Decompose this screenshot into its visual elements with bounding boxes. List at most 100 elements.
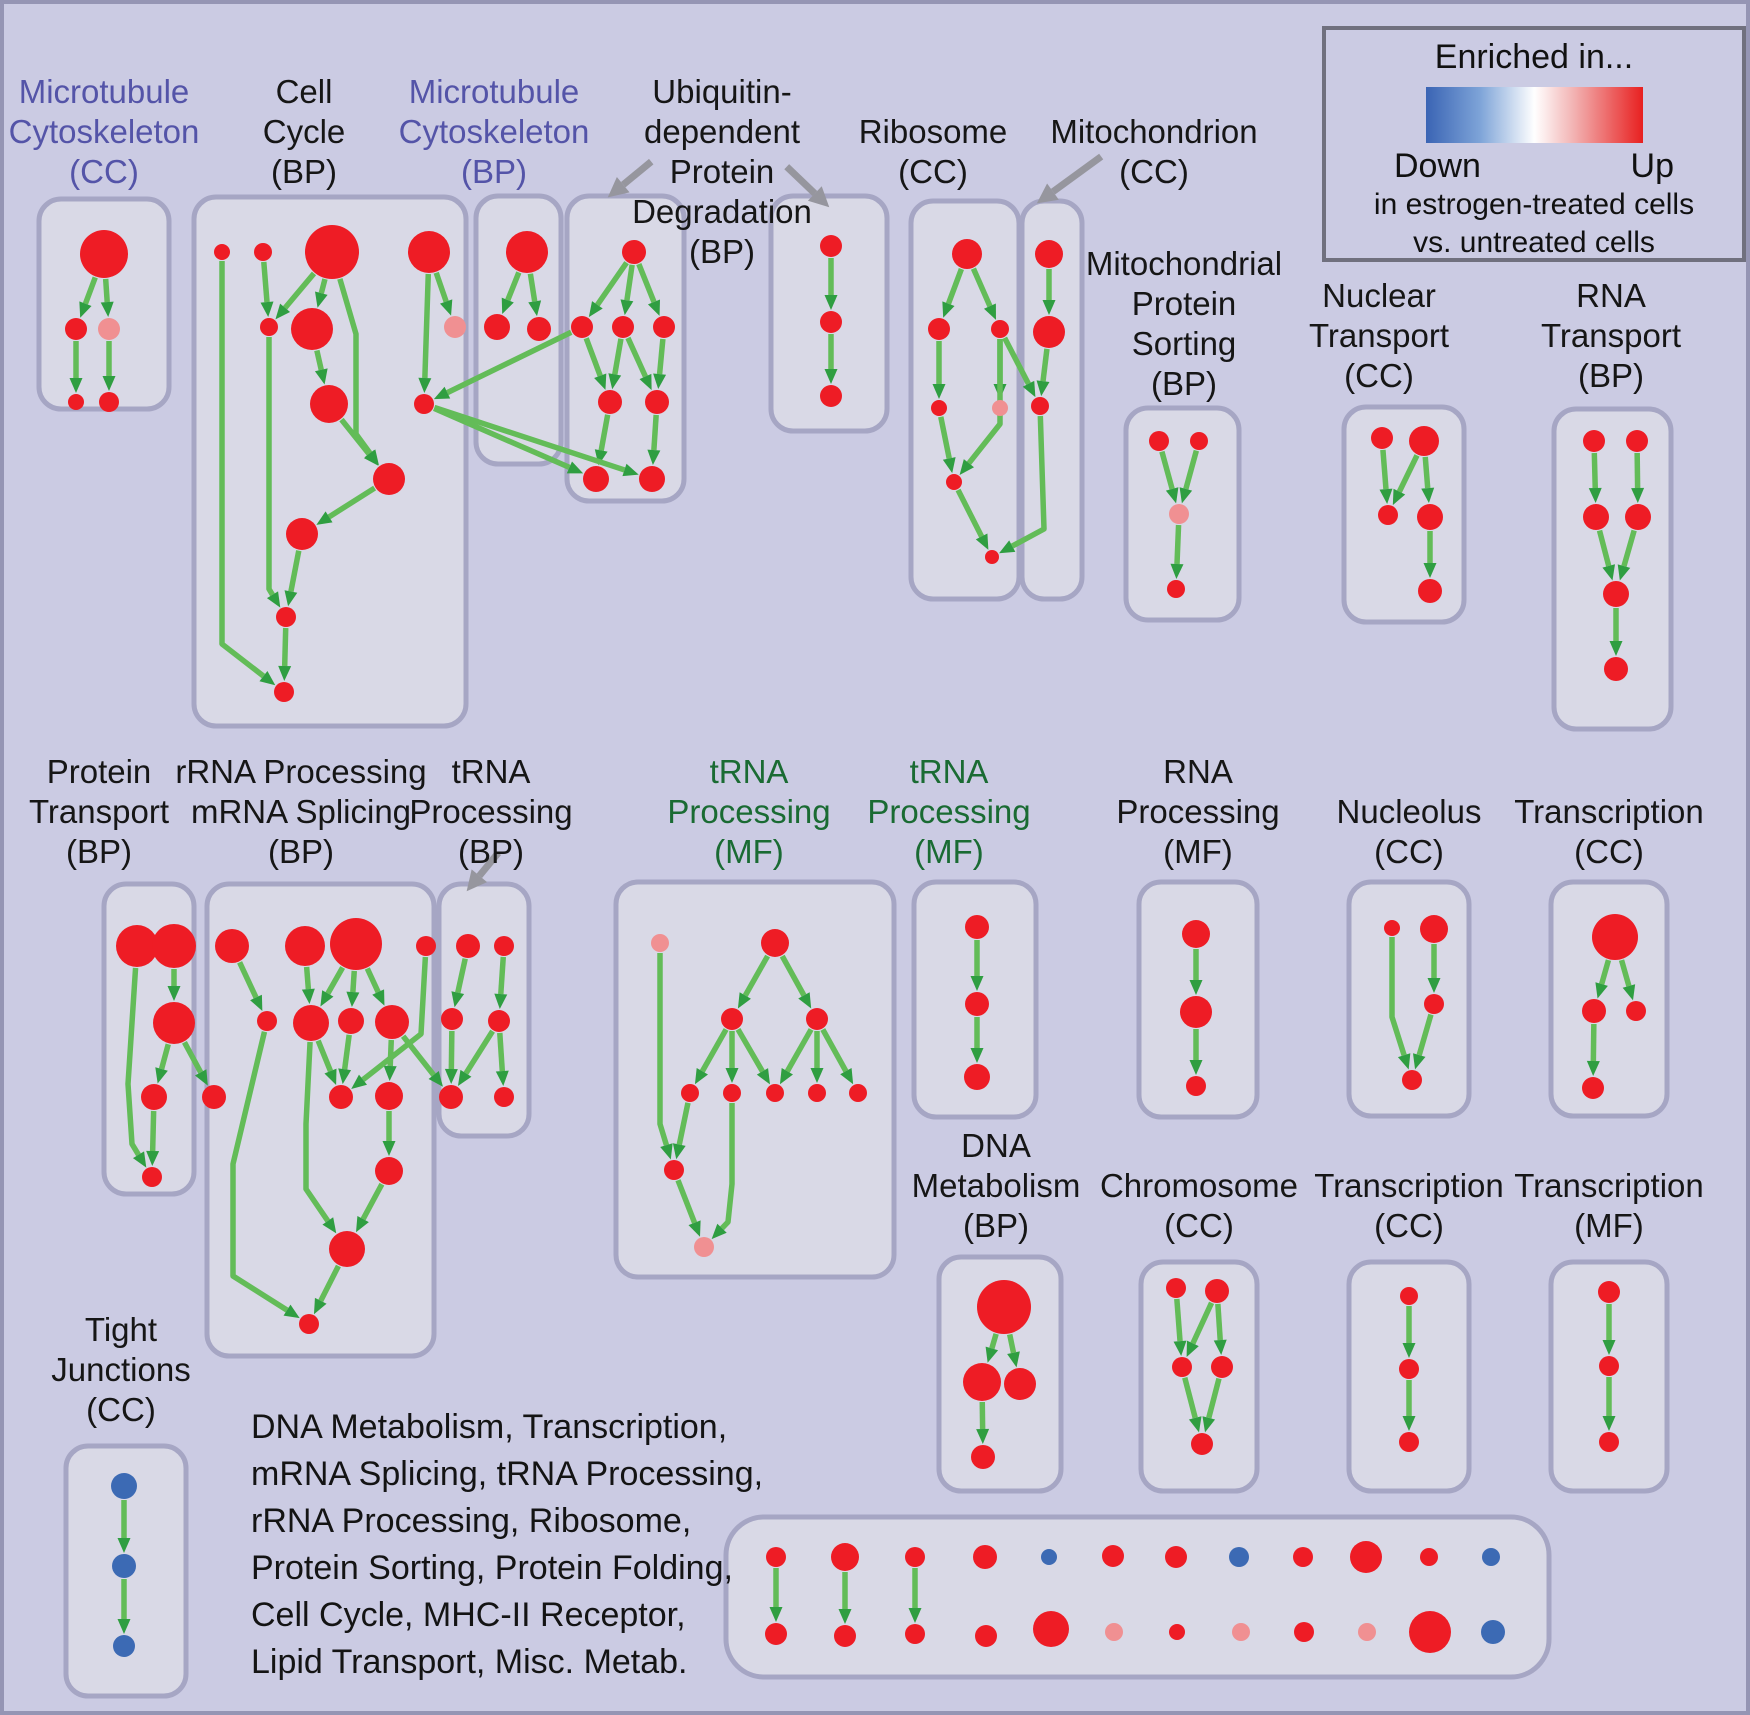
edge-arrow-head — [588, 301, 603, 318]
edge-arrow — [230, 1031, 289, 1313]
go-term-node — [111, 1473, 137, 1499]
cluster-label-line: Microtubule — [408, 73, 580, 110]
edge-arrow — [1007, 1333, 1017, 1354]
edge-arrow — [1380, 449, 1389, 490]
edge-arrow-head — [324, 1068, 337, 1085]
cluster-label-line: Cytoskeleton — [398, 113, 590, 150]
edge-arrow-head — [1609, 641, 1623, 656]
edge-arrow-head — [418, 377, 432, 394]
cluster-label-line: (CC) — [1344, 357, 1414, 394]
go-term-node — [834, 1625, 856, 1647]
cluster-label-line: (MF) — [1574, 1207, 1644, 1244]
cross-edge-arrow — [432, 405, 571, 470]
edge-arrow-head — [259, 670, 276, 686]
edge-arrow-head — [932, 384, 946, 399]
edge-arrow-head — [313, 1297, 327, 1315]
go-term-node — [215, 929, 249, 963]
go-term-node — [766, 1547, 786, 1567]
edge-arrow-head — [356, 1215, 369, 1233]
cluster-label-line: (CC) — [898, 153, 968, 190]
go-term-node — [991, 320, 1009, 338]
go-term-node — [977, 1280, 1031, 1334]
go-term-node — [286, 518, 318, 550]
edge-arrow — [497, 1032, 506, 1072]
go-term-node — [116, 925, 158, 967]
misc-text-line: mRNA Splicing, tRNA Processing, — [251, 1455, 764, 1493]
edge-arrow-head — [620, 299, 634, 316]
edge-arrow-head — [1421, 487, 1435, 504]
edge-arrow-head — [985, 1346, 999, 1363]
edge-arrow-head — [1402, 1343, 1416, 1358]
edge-arrow-head — [495, 1070, 509, 1087]
go-term-node — [1186, 1076, 1206, 1096]
cross-edge-arrow — [433, 404, 626, 473]
edge-arrow-head — [316, 511, 333, 525]
edge-arrow — [364, 967, 381, 994]
go-term-node — [285, 926, 325, 966]
go-term-node — [808, 1084, 826, 1102]
go-term-node — [1598, 1281, 1620, 1303]
edge-arrow — [237, 961, 259, 999]
edge-arrow — [282, 271, 317, 310]
edge-arrow — [636, 263, 657, 303]
go-term-node — [598, 390, 622, 414]
cluster-label-line: (BP) — [1151, 365, 1217, 402]
go-term-node — [1191, 1433, 1213, 1455]
go-term-node — [1378, 505, 1398, 525]
misc-text-line: Lipid Transport, Misc. Metab. — [251, 1643, 688, 1681]
cluster-label-line: Sorting — [1131, 325, 1237, 362]
edge-arrow — [314, 349, 324, 371]
cluster-box-dna-metabolism-bp — [936, 1254, 1064, 1494]
go-term-node — [831, 1543, 859, 1571]
label-pointer-arrow-head — [807, 186, 830, 208]
edge-arrow — [1621, 529, 1637, 567]
edge-arrow — [1598, 959, 1612, 985]
go-term-node — [456, 934, 480, 958]
edge-arrow — [1190, 1301, 1215, 1345]
cluster-box-misc-cluster-strip — [723, 1514, 1552, 1680]
edge-arrow — [498, 956, 507, 995]
go-term-node — [946, 474, 962, 490]
edge-arrow-head — [975, 533, 989, 550]
edge-arrow-head — [838, 1609, 852, 1624]
cluster-label-line: RNA — [1576, 277, 1646, 314]
go-term-node — [444, 316, 466, 338]
legend-subtitle-2: vs. untreated cells — [1413, 226, 1655, 259]
go-term-node — [723, 1084, 741, 1102]
go-term-node — [488, 1010, 510, 1032]
edge-arrow-head — [1007, 1351, 1020, 1368]
cross-edge-arrow — [1002, 336, 1031, 386]
edge-arrow — [303, 1041, 331, 1223]
go-term-node — [1399, 1359, 1419, 1379]
go-term-node — [299, 1314, 319, 1334]
cluster-label-line: RNA — [1163, 753, 1233, 790]
edge-arrow-head — [672, 1143, 686, 1160]
go-term-node — [1417, 504, 1443, 530]
cluster-label-trna-processing-bp: tRNA Processing (BP) — [271, 752, 711, 872]
edge-arrow — [387, 1039, 395, 1067]
edge-arrow-head — [810, 1068, 824, 1083]
cluster-box-trna-processing-mf-large — [613, 879, 897, 1280]
cluster-box-rrna-processing-mrna-splicing-bp — [204, 881, 437, 1359]
cluster-label-line: dependent — [644, 113, 800, 150]
edge-arrow — [325, 966, 346, 995]
edge-arrow-head — [364, 449, 379, 466]
cluster-label-line: (BP) — [271, 153, 337, 190]
go-term-node — [664, 1160, 684, 1180]
go-term-node — [375, 1005, 409, 1039]
label-pointer-arrow — [476, 850, 502, 879]
edge-arrow-head — [260, 301, 274, 318]
cluster-label-line: (CC) — [1164, 1207, 1234, 1244]
go-term-node — [820, 385, 842, 407]
edge-arrow-head — [69, 378, 83, 393]
cluster-label-line: mRNA Splicing — [190, 793, 412, 830]
edge-arrow-head — [283, 1304, 300, 1319]
misc-cluster-text: DNA Metabolism, Transcription, mRNA Spli… — [251, 1404, 771, 1686]
go-term-node — [1625, 504, 1651, 530]
go-term-node — [494, 1087, 514, 1107]
edge-arrow — [989, 1333, 999, 1350]
edge-arrow-head — [167, 986, 181, 1001]
cluster-label-line: Mitochondrial — [1085, 245, 1283, 282]
go-term-node — [645, 390, 669, 414]
edge-arrow-head — [1402, 1416, 1416, 1431]
